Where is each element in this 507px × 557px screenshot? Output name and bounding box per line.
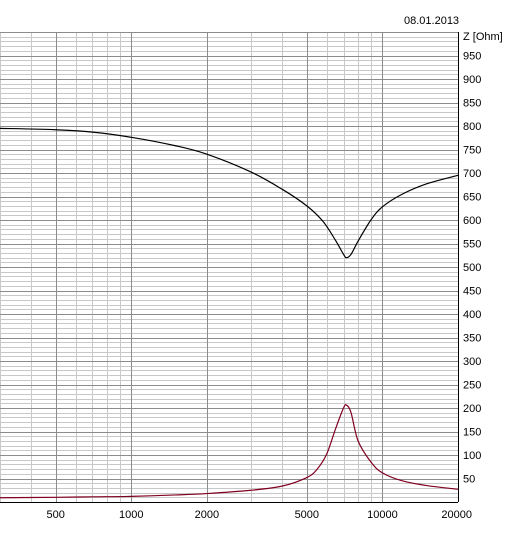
y-tick-label: 150 — [463, 427, 481, 439]
y-tick-label: 950 — [463, 51, 481, 63]
curves — [0, 127, 459, 499]
y-tick-label: 900 — [463, 74, 481, 86]
y-axis-tick-labels: 50 100 150 200 250 300 350 400 450 500 550 600 650 70… — [463, 51, 481, 486]
impedance-curve — [0, 127, 459, 259]
phase-curve — [0, 404, 459, 499]
y-tick-label: 800 — [463, 121, 481, 133]
y-tick-label: 200 — [463, 403, 481, 415]
y-tick-label: 100 — [463, 450, 481, 462]
date-label: 08.01.2013 — [404, 15, 459, 27]
y-tick-label: 500 — [463, 262, 481, 274]
x-axis-tick-labels: 500 1000 2000 5000 10000 20000 — [47, 509, 472, 521]
y-tick-label: 50 — [463, 474, 475, 486]
y-tick-label: 850 — [463, 98, 481, 110]
y-tick-label: 450 — [463, 286, 481, 298]
y-axis-label: Z [Ohm] — [463, 31, 503, 43]
major-grid — [0, 32, 459, 503]
x-tick-label: 10000 — [367, 509, 398, 521]
x-tick-label: 5000 — [295, 509, 319, 521]
y-tick-label: 550 — [463, 239, 481, 251]
y-tick-label: 300 — [463, 356, 481, 368]
x-tick-label: 500 — [47, 509, 65, 521]
y-tick-label: 350 — [463, 333, 481, 345]
x-tick-label: 20000 — [441, 509, 472, 521]
x-tick-label: 1000 — [119, 509, 143, 521]
y-tick-label: 400 — [463, 309, 481, 321]
y-tick-label: 700 — [463, 168, 481, 180]
y-tick-label: 250 — [463, 380, 481, 392]
y-tick-label: 600 — [463, 215, 481, 227]
y-tick-label: 750 — [463, 145, 481, 157]
x-tick-label: 2000 — [195, 509, 219, 521]
y-tick-label: 650 — [463, 192, 481, 204]
